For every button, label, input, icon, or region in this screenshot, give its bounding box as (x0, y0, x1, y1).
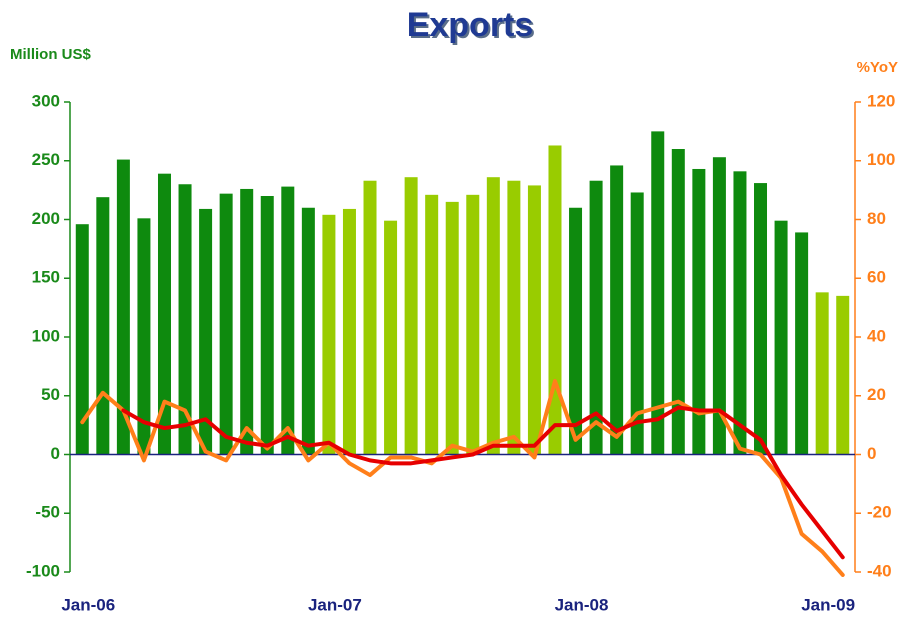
title-shadow: Exports (409, 8, 536, 46)
bar (219, 193, 233, 455)
y2-tick-label: -20 (867, 503, 892, 522)
bar (527, 185, 541, 455)
y2-tick-label: 60 (867, 268, 886, 287)
bar (178, 184, 192, 455)
bar (774, 220, 788, 455)
bar (199, 208, 213, 455)
bar (671, 149, 685, 455)
line (121, 405, 845, 560)
bar (548, 145, 562, 455)
bar (610, 165, 624, 455)
y2-tick-label: 100 (867, 150, 895, 169)
bar (692, 168, 706, 455)
y-tick-label: -50 (35, 503, 60, 522)
bar (322, 214, 336, 455)
x-tick-label: Jan-09 (801, 595, 855, 614)
bar (589, 180, 603, 455)
bar (96, 197, 110, 455)
bar (754, 183, 768, 455)
y-tick-label: 200 (32, 209, 60, 228)
y-tick-label: 0 (51, 444, 60, 463)
bar (157, 173, 171, 455)
bar (507, 180, 521, 455)
y2-tick-label: 0 (867, 444, 876, 463)
bar (569, 207, 583, 455)
bar (281, 186, 295, 455)
y-tick-label: 300 (32, 91, 60, 110)
bar (466, 194, 480, 455)
bar (116, 159, 130, 455)
bar (630, 192, 644, 455)
x-tick-label: Jan-07 (308, 595, 362, 614)
bar (301, 207, 315, 455)
y-axis-label: Million US$ (10, 46, 91, 63)
bar (260, 196, 274, 455)
bar (137, 218, 151, 455)
y2-tick-label: 80 (867, 209, 886, 228)
y2-tick-label: 20 (867, 385, 886, 404)
y-tick-label: 150 (32, 268, 60, 287)
bar (733, 171, 747, 455)
x-tick-label: Jan-06 (61, 595, 115, 614)
bar (712, 157, 726, 455)
y2-tick-label: 40 (867, 326, 886, 345)
bar (240, 188, 254, 455)
bar (384, 220, 398, 455)
bar (404, 177, 418, 455)
bar (486, 177, 500, 455)
y-tick-label: 250 (32, 150, 60, 169)
bar (815, 292, 829, 455)
bar (363, 180, 377, 455)
bar (75, 224, 89, 455)
bar (425, 194, 439, 455)
y2-axis-label: %YoY (857, 59, 898, 76)
bar (836, 295, 850, 455)
y-tick-label: 100 (32, 326, 60, 345)
bar (342, 208, 356, 455)
bar (795, 232, 809, 455)
bar (651, 131, 665, 455)
y-tick-label: 50 (41, 385, 60, 404)
y2-tick-label: 120 (867, 91, 895, 110)
line (80, 379, 845, 577)
bar (445, 201, 459, 455)
chart-title: Exports (407, 6, 534, 44)
y2-tick-label: -40 (867, 561, 892, 580)
y-tick-label: -100 (26, 561, 60, 580)
x-tick-label: Jan-08 (555, 595, 609, 614)
